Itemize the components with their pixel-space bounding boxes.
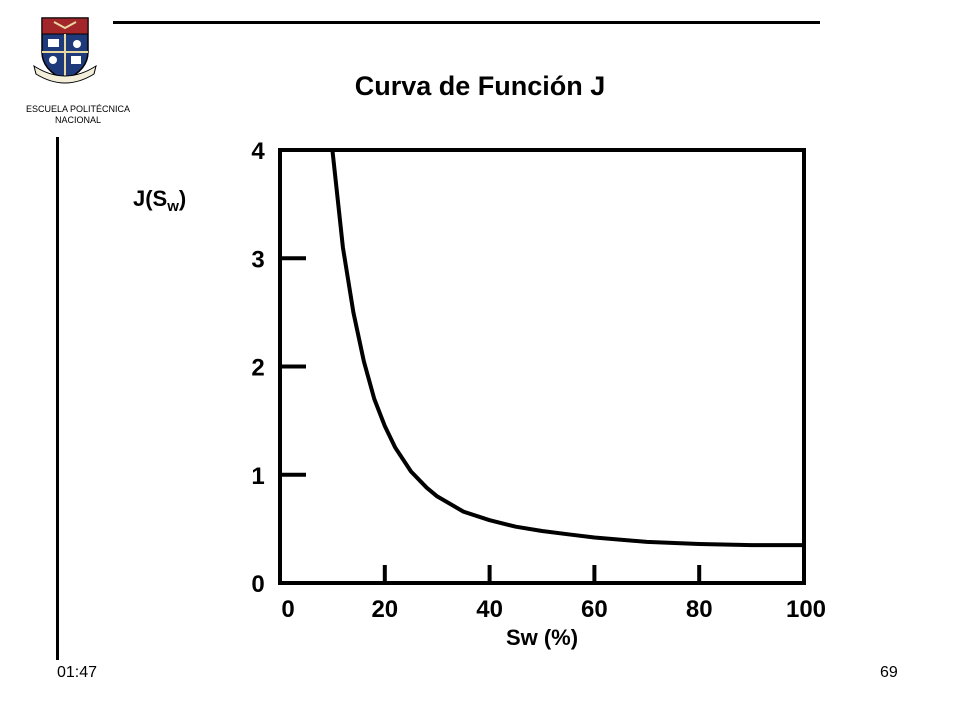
j-curve-line <box>330 148 806 548</box>
institution-line-2: NACIONAL <box>54 115 101 125</box>
footer-time: 01:47 <box>57 664 98 681</box>
footer-page-number: 69 <box>880 664 898 681</box>
y-tick-label: 2 <box>251 355 264 382</box>
y-axis-label: J(Sw) <box>133 186 186 215</box>
y-axis-label-close: ) <box>178 186 187 211</box>
institution-name: ESCUELA POLITÉCNICA NACIONAL <box>0 104 156 126</box>
x-tick-label: 100 <box>786 596 826 623</box>
y-tick-label: 4 <box>251 138 265 165</box>
x-tick-label: 0 <box>281 596 294 623</box>
university-crest-icon <box>33 17 97 84</box>
y-axis-label-main: J(S <box>133 186 168 211</box>
institution-line-1: ESCUELA POLITÉCNICA <box>25 104 131 114</box>
y-axis-label-subscript: w <box>167 198 179 215</box>
x-tick-label: 80 <box>686 596 713 623</box>
x-tick-label: 40 <box>476 596 503 623</box>
y-tick-label: 3 <box>251 246 264 273</box>
x-axis-label: Sw (%) <box>506 625 578 650</box>
slide-title: Curva de Función J <box>354 71 606 101</box>
y-tick-label: 1 <box>251 463 264 490</box>
plot-frame <box>278 148 806 585</box>
x-tick-label: 60 <box>581 596 608 623</box>
left-margin-rule <box>56 137 59 660</box>
x-tick-label: 20 <box>371 596 398 623</box>
header-rule <box>113 21 820 24</box>
y-tick-label: 0 <box>251 571 264 598</box>
